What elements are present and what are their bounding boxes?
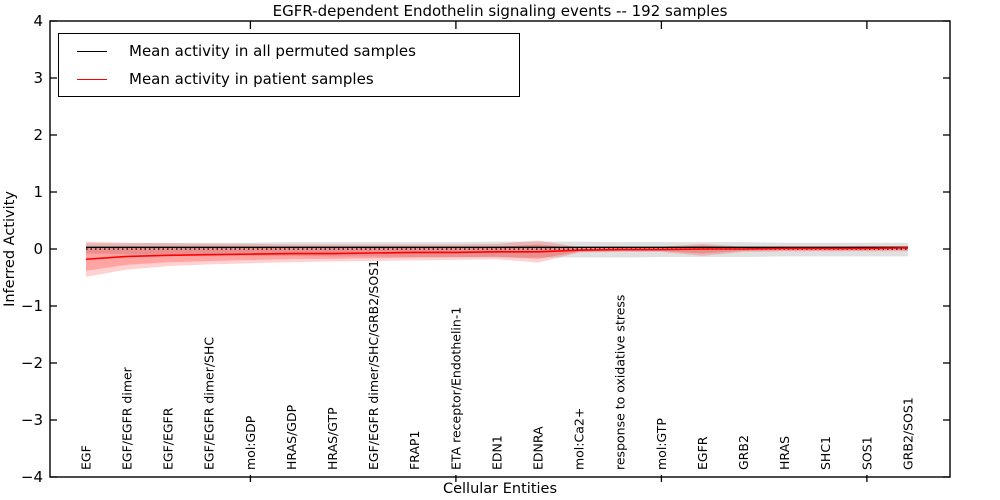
x-category-label: EGF/EGFR dimer bbox=[119, 366, 134, 470]
x-category-label: ETA receptor/Endothelin-1 bbox=[448, 307, 463, 470]
x-category-label: EGF/EGFR bbox=[161, 407, 176, 470]
legend-entry-patient: Mean activity in patient samples bbox=[65, 66, 513, 92]
legend-label-patient: Mean activity in patient samples bbox=[129, 70, 374, 88]
y-tick-label: −4 bbox=[21, 468, 43, 486]
y-tick-label: −3 bbox=[21, 411, 43, 429]
x-category-label: GRB2 bbox=[736, 435, 751, 470]
x-category-label: HRAS bbox=[777, 436, 792, 470]
y-axis-label: Inferred Activity bbox=[2, 191, 18, 307]
legend-label-permuted: Mean activity in all permuted samples bbox=[129, 42, 416, 60]
y-tick-label: −1 bbox=[21, 297, 43, 315]
x-category-label: response to oxidative stress bbox=[613, 295, 628, 470]
legend-entry-permuted: Mean activity in all permuted samples bbox=[65, 38, 513, 64]
x-category-label: mol:GDP bbox=[243, 415, 258, 470]
x-category-label: mol:GTP bbox=[654, 418, 669, 470]
x-category-label: HRAS/GTP bbox=[325, 407, 340, 470]
x-category-label: FRAP1 bbox=[407, 431, 422, 470]
x-category-label: SOS1 bbox=[859, 436, 874, 470]
x-category-label: EGF/EGFR dimer/SHC bbox=[202, 337, 217, 470]
x-category-label: mol:Ca2+ bbox=[572, 408, 587, 470]
x-category-label: SHC1 bbox=[818, 436, 833, 470]
x-category-label: GRB2/SOS1 bbox=[900, 397, 915, 470]
x-category-label: EGF bbox=[78, 445, 93, 470]
patient-std-band-inner bbox=[86, 244, 908, 271]
legend: Mean activity in all permuted samples Me… bbox=[58, 33, 520, 97]
x-axis-label: Cellular Entities bbox=[442, 481, 558, 497]
x-category-label: EDNRA bbox=[530, 426, 545, 470]
y-tick-label: 1 bbox=[33, 183, 43, 201]
patient-mean-line bbox=[85, 247, 909, 261]
chart-title: EGFR-dependent Endothelin signaling even… bbox=[272, 2, 728, 20]
x-category-label: EGFR bbox=[695, 436, 710, 470]
x-category-label: EDN1 bbox=[489, 435, 504, 470]
x-category-label: EGF/EGFR dimer/SHC/GRB2/SOS1 bbox=[366, 260, 381, 470]
permuted-line-swatch bbox=[77, 50, 107, 52]
y-tick-label: 4 bbox=[33, 12, 43, 30]
y-tick-label: 2 bbox=[33, 126, 43, 144]
patient-line-swatch bbox=[77, 78, 107, 80]
y-tick-label: −2 bbox=[21, 354, 43, 372]
x-category-label: HRAS/GDP bbox=[284, 404, 299, 470]
y-tick-label: 0 bbox=[33, 240, 43, 258]
y-tick-label: 3 bbox=[33, 69, 43, 87]
